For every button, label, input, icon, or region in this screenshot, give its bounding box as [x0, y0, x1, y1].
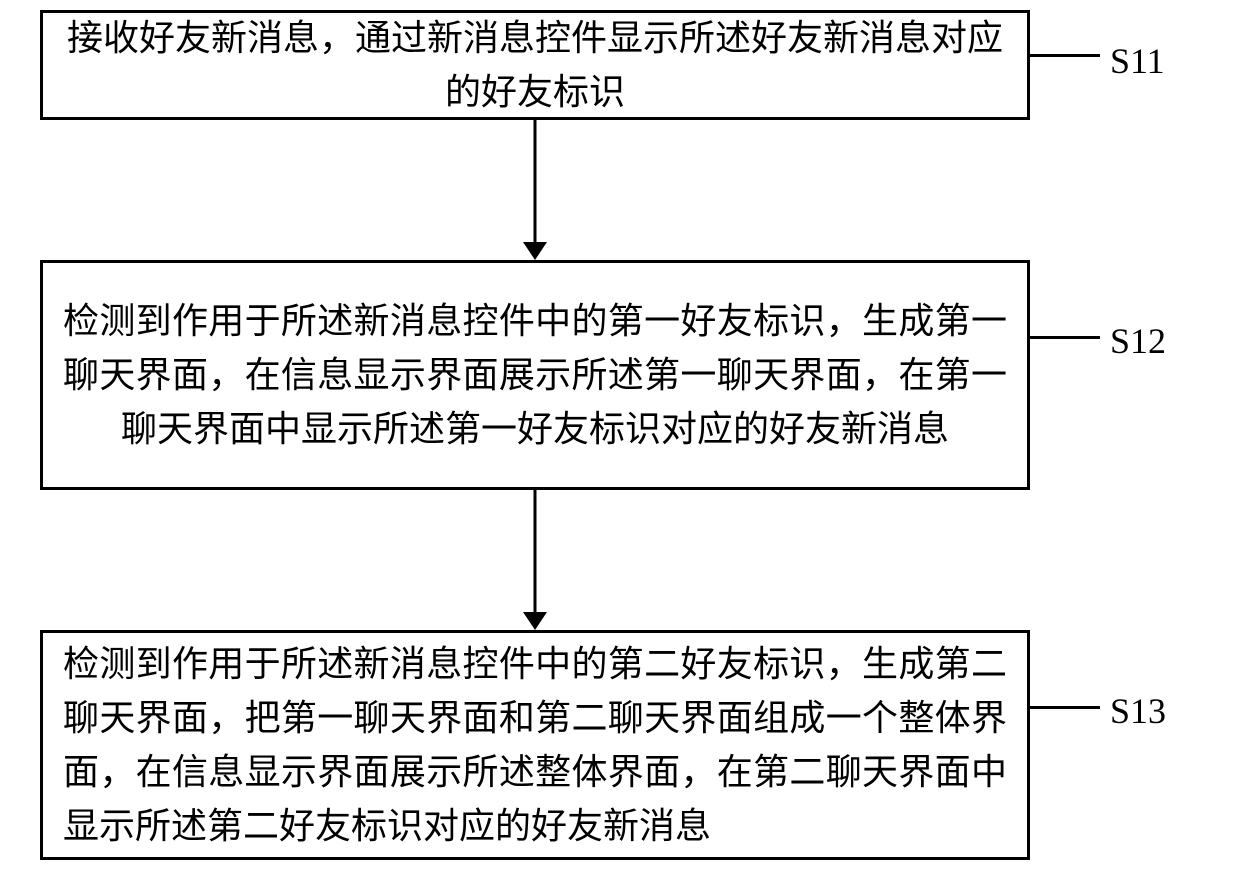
flowchart-step-s11: 接收好友新消息，通过新消息控件显示所述好友新消息对应的好友标识	[40, 10, 1030, 120]
connector-line-2	[534, 490, 537, 612]
bracket-line-s12	[1030, 336, 1100, 339]
flowchart-step-s13: 检测到作用于所述新消息控件中的第二好友标识，生成第二聊天界面，把第一聊天界面和第…	[40, 630, 1030, 860]
step-label-s13: S13	[1110, 690, 1166, 732]
step-text-s13: 检测到作用于所述新消息控件中的第二好友标识，生成第二聊天界面，把第一聊天界面和第…	[63, 637, 1007, 853]
arrow-down-2	[523, 612, 547, 630]
arrow-down-1	[523, 242, 547, 260]
step-label-s12: S12	[1110, 320, 1166, 362]
bracket-line-s13	[1030, 706, 1100, 709]
step-text-s11: 接收好友新消息，通过新消息控件显示所述好友新消息对应的好友标识	[63, 11, 1007, 119]
connector-line-1	[534, 120, 537, 242]
step-label-s11: S11	[1110, 40, 1165, 82]
bracket-line-s11	[1030, 54, 1100, 57]
flowchart-step-s12: 检测到作用于所述新消息控件中的第一好友标识，生成第一聊天界面，在信息显示界面展示…	[40, 260, 1030, 490]
step-text-s12: 检测到作用于所述新消息控件中的第一好友标识，生成第一聊天界面，在信息显示界面展示…	[63, 294, 1007, 456]
